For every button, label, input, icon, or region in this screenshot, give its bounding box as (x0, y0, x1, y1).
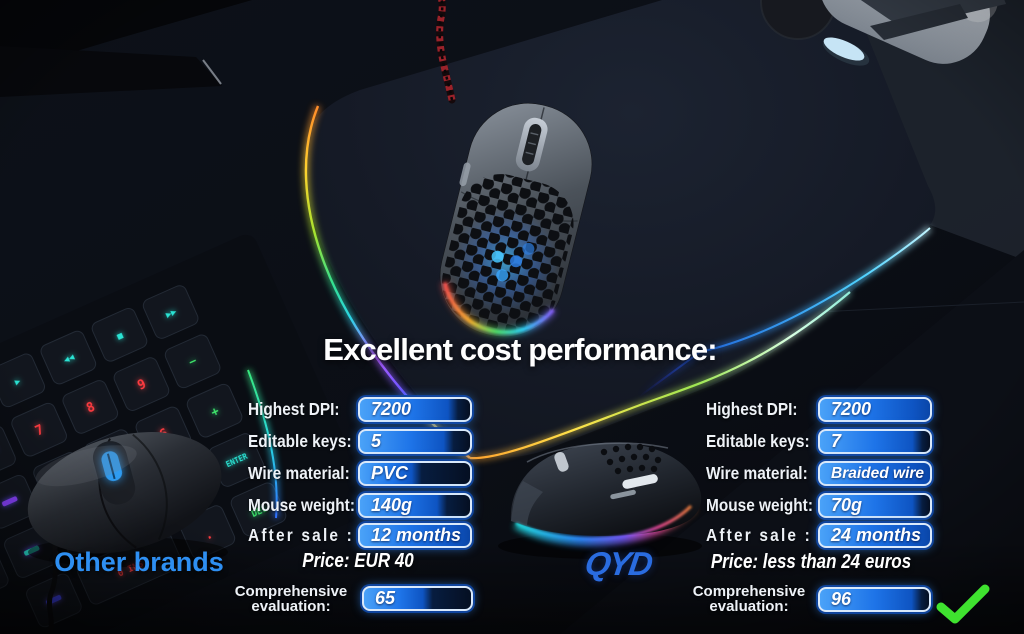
value-box-keys-left: 5 (358, 429, 472, 454)
spec-label-editable-keys-left: Editable keys: (248, 431, 352, 451)
spec-label-after-sale-left: After sale : (248, 525, 354, 545)
value-wire-left: PVC (371, 463, 409, 483)
evaluation-box-left: 65 (362, 586, 473, 611)
qyd-logo: QYD (582, 545, 654, 582)
value-box-wire-right: Braided wire (818, 461, 932, 486)
spec-label-mouse-weight-right: Mouse weight: (706, 495, 813, 515)
check-icon (936, 584, 990, 624)
other-brands-label: Other brands (54, 547, 224, 577)
evaluation-box-right: 96 (818, 587, 931, 612)
value-aftersale-right: 24 months (831, 525, 922, 545)
spec-label-wire-material-right: Wire material: (706, 463, 808, 483)
value-wire-right: Braided wire (831, 464, 925, 482)
spec-label-after-sale-right: After sale : (706, 525, 812, 545)
evaluation-score-left: 65 (375, 588, 396, 608)
value-box-aftersale-left: 12 months (358, 523, 472, 548)
price-right: Price: less than 24 euros (710, 551, 912, 573)
value-box-weight-left: 140g (358, 493, 472, 518)
spec-label-editable-keys-right: Editable keys: (706, 431, 810, 451)
value-weight-left: 140g (371, 495, 413, 515)
value-box-wire-left: PVC (358, 461, 472, 486)
value-dpi-left: 7200 (371, 399, 412, 419)
value-dpi-right: 7200 (831, 399, 872, 419)
spec-label-mouse-weight-left: Mouse weight: (248, 495, 355, 515)
value-box-dpi-left: 7200 (358, 397, 472, 422)
value-box-aftersale-right: 24 months (818, 523, 932, 548)
value-box-dpi-right: 7200 (818, 397, 932, 422)
spec-label-highest-dpi-right: Highest DPI: (706, 399, 798, 419)
evaluation-label-left: Comprehensive evaluation: (234, 583, 348, 615)
spec-label-highest-dpi-left: Highest DPI: (248, 399, 340, 419)
value-weight-right: 70g (831, 495, 863, 515)
value-keys-right: 7 (831, 431, 842, 451)
value-keys-left: 5 (371, 431, 382, 451)
price-left: Price: EUR 40 (302, 550, 414, 572)
spec-label-wire-material-left: Wire material: (248, 463, 350, 483)
headline: Excellent cost performance: (323, 332, 717, 367)
value-box-weight-right: 70g (818, 493, 932, 518)
value-aftersale-left: 12 months (371, 525, 462, 545)
value-box-keys-right: 7 (818, 429, 932, 454)
evaluation-score-right: 96 (831, 589, 852, 609)
evaluation-label-right: Comprehensive evaluation: (692, 583, 806, 615)
